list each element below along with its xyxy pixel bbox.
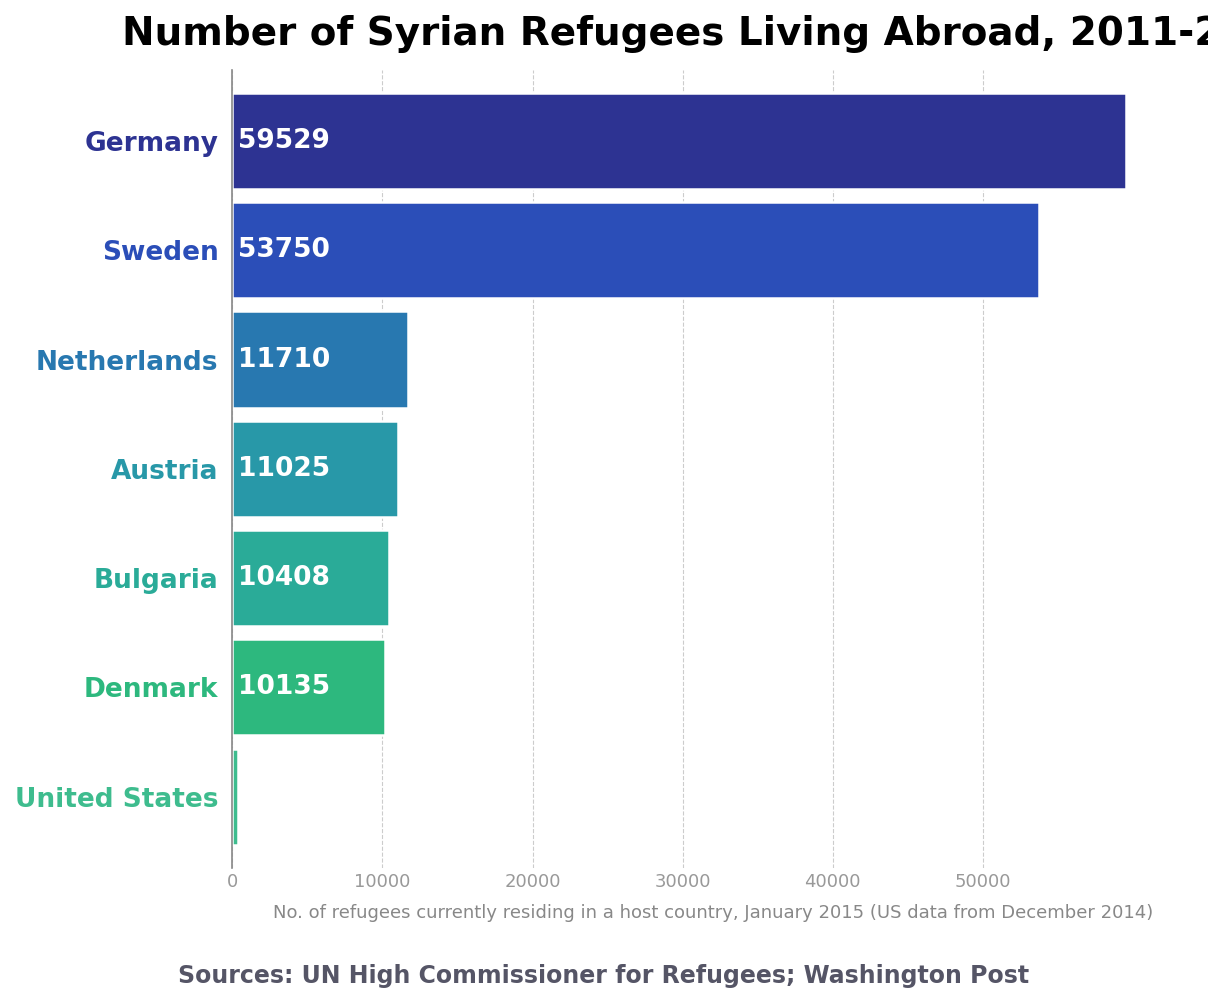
Text: 11025: 11025 [238, 456, 330, 482]
Text: 10135: 10135 [238, 674, 330, 701]
Text: 352: 352 [238, 783, 292, 809]
Text: 11710: 11710 [238, 347, 330, 373]
Bar [232, 530, 389, 626]
Bar [232, 420, 397, 517]
Title: Number of Syrian Refugees Living Abroad, 2011-2015: Number of Syrian Refugees Living Abroad,… [122, 15, 1208, 53]
Bar [232, 203, 1039, 298]
Text: 59529: 59529 [238, 128, 330, 154]
X-axis label: No. of refugees currently residing in a host country, January 2015 (US data from: No. of refugees currently residing in a … [273, 904, 1152, 922]
Text: 53750: 53750 [238, 237, 330, 263]
Bar [232, 93, 1126, 190]
Bar [232, 311, 408, 407]
Text: Sources: UN High Commissioner for Refugees; Washington Post: Sources: UN High Commissioner for Refuge… [179, 964, 1029, 988]
Text: 10408: 10408 [238, 565, 330, 591]
Bar [232, 639, 384, 736]
Bar [232, 749, 238, 845]
